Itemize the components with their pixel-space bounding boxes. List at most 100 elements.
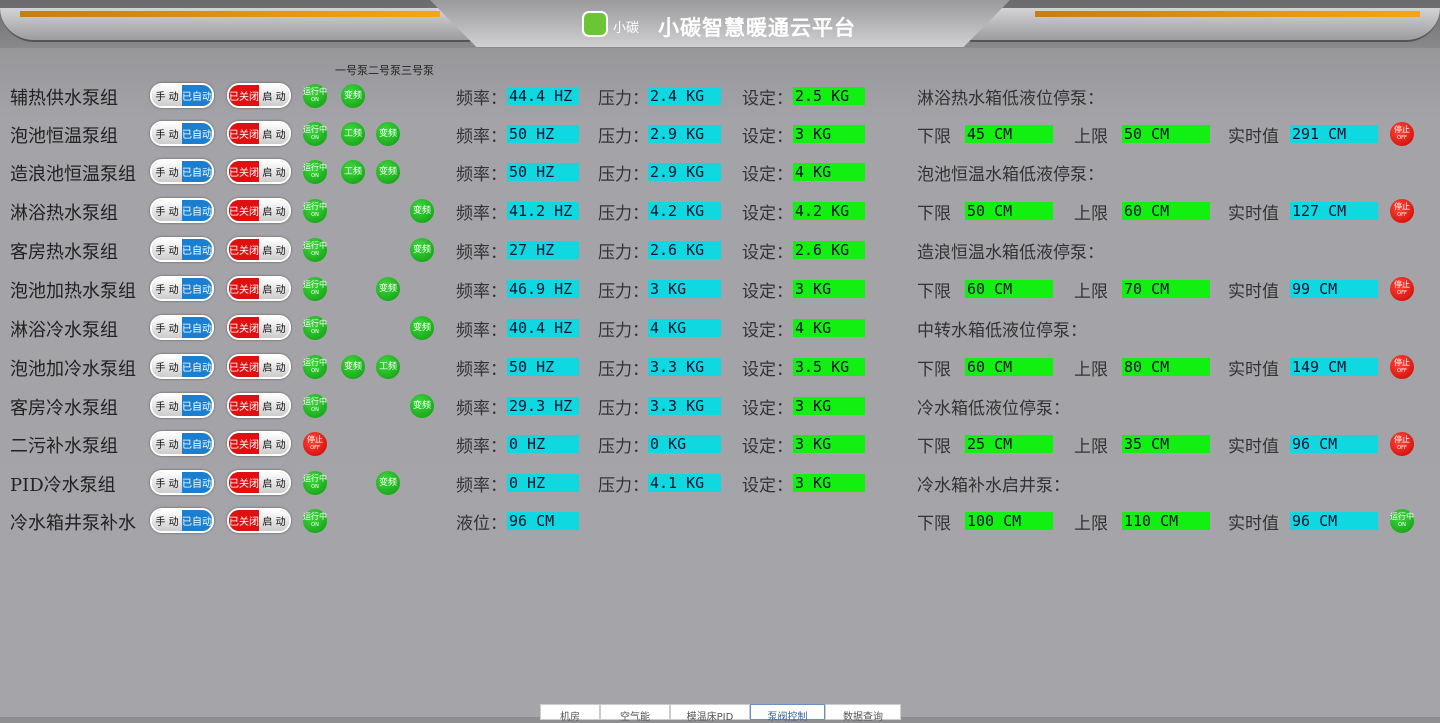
setpoint-label: 设定： xyxy=(742,476,793,496)
start-switch[interactable]: 已关闭启 动 xyxy=(227,470,291,495)
upper-limit-value[interactable]: 35 CM xyxy=(1122,435,1210,453)
setpoint-value[interactable]: 3 KG xyxy=(793,474,865,492)
start-switch[interactable]: 已关闭启 动 xyxy=(227,276,291,301)
pump-group-row: 泡池加热水泵组 手 动已自动 已关闭启 动 运行中 ON 变频 频率： 46.9 H… xyxy=(0,274,1440,304)
freq-label: 频率： xyxy=(456,282,507,302)
mode-switch[interactable]: 手 动已自动 xyxy=(150,315,214,340)
tab-4[interactable]: 数据查询 xyxy=(825,704,901,723)
upper-limit-value[interactable]: 50 CM xyxy=(1122,125,1210,143)
level-label: 液位： xyxy=(456,514,507,534)
lower-label: 下限 xyxy=(917,204,951,224)
running-indicator: 运行中 ON xyxy=(303,316,327,340)
pump-group-name: PID冷水泵组 xyxy=(10,475,116,496)
pump-mode-indicator: 变频 xyxy=(410,316,434,340)
setpoint-value[interactable]: 3 KG xyxy=(793,397,865,415)
pressure-label: 压力： xyxy=(598,243,649,263)
freq-value: 40.4 HZ xyxy=(507,319,579,337)
running-indicator: 运行中 ON xyxy=(303,355,327,379)
mode-switch[interactable]: 手 动已自动 xyxy=(150,276,214,301)
freq-value: 41.2 HZ xyxy=(507,202,579,220)
setpoint-value[interactable]: 4 KG xyxy=(793,319,865,337)
start-switch[interactable]: 已关闭启 动 xyxy=(227,121,291,146)
pressure-value: 3.3 KG xyxy=(648,358,721,376)
lower-limit-value[interactable]: 100 CM xyxy=(965,512,1053,530)
mode-switch[interactable]: 手 动已自动 xyxy=(150,237,214,262)
mode-switch[interactable]: 手 动已自动 xyxy=(150,354,214,379)
upper-label: 上限 xyxy=(1074,127,1108,147)
setpoint-label: 设定： xyxy=(742,321,793,341)
start-switch[interactable]: 已关闭启 动 xyxy=(227,83,291,108)
realtime-label: 实时值 xyxy=(1228,282,1279,302)
pump-mode-indicator: 变频 xyxy=(341,355,365,379)
logo-icon xyxy=(582,11,608,37)
mode-switch[interactable]: 手 动已自动 xyxy=(150,83,214,108)
stopped-indicator: 停止 OFF xyxy=(1390,122,1414,146)
realtime-value: 127 CM xyxy=(1290,202,1378,220)
setpoint-value[interactable]: 2.5 KG xyxy=(793,87,865,105)
mode-switch[interactable]: 手 动已自动 xyxy=(150,198,214,223)
tab-1[interactable]: 空气能 xyxy=(600,704,670,723)
setpoint-value[interactable]: 3 KG xyxy=(793,125,865,143)
setpoint-value[interactable]: 4 KG xyxy=(793,163,865,181)
upper-label: 上限 xyxy=(1074,360,1108,380)
lower-limit-value[interactable]: 60 CM xyxy=(965,280,1053,298)
tab-3[interactable]: 泵阀控制 xyxy=(750,704,825,723)
mode-switch[interactable]: 手 动已自动 xyxy=(150,159,214,184)
start-switch[interactable]: 已关闭启 动 xyxy=(227,315,291,340)
mode-switch[interactable]: 手 动已自动 xyxy=(150,508,214,533)
level-value: 96 CM xyxy=(507,512,579,530)
pump-group-row: PID冷水泵组 手 动已自动 已关闭启 动 运行中 ON 变频 频率： 0 HZ 压… xyxy=(0,468,1440,498)
stopped-indicator: 停止 OFF xyxy=(1390,432,1414,456)
start-switch[interactable]: 已关闭启 动 xyxy=(227,354,291,379)
bottom-tabs: 机房 空气能 模温床PID 泵阀控制 数据查询 xyxy=(540,704,901,723)
freq-label: 频率： xyxy=(456,89,507,109)
realtime-label: 实时值 xyxy=(1228,514,1279,534)
tab-0[interactable]: 机房 xyxy=(540,704,600,723)
setpoint-value[interactable]: 3 KG xyxy=(793,435,865,453)
tank-title: 造浪恒温水箱低液停泵： xyxy=(917,243,1104,263)
upper-label: 上限 xyxy=(1074,437,1108,457)
setpoint-label: 设定： xyxy=(742,437,793,457)
mode-switch[interactable]: 手 动已自动 xyxy=(150,431,214,456)
upper-limit-value[interactable]: 110 CM xyxy=(1122,512,1210,530)
mode-switch[interactable]: 手 动已自动 xyxy=(150,470,214,495)
lower-limit-value[interactable]: 25 CM xyxy=(965,435,1053,453)
setpoint-label: 设定： xyxy=(742,165,793,185)
setpoint-value[interactable]: 3.5 KG xyxy=(793,358,865,376)
tank-title: 淋浴热水箱低液位停泵： xyxy=(917,89,1104,109)
setpoint-value[interactable]: 4.2 KG xyxy=(793,202,865,220)
start-switch[interactable]: 已关闭启 动 xyxy=(227,393,291,418)
pump-mode-indicator: 工频 xyxy=(341,122,365,146)
lower-label: 下限 xyxy=(917,437,951,457)
start-switch[interactable]: 已关闭启 动 xyxy=(227,508,291,533)
upper-limit-value[interactable]: 70 CM xyxy=(1122,280,1210,298)
freq-value: 29.3 HZ xyxy=(507,397,579,415)
pressure-value: 2.4 KG xyxy=(648,87,721,105)
pump-mode-indicator: 变频 xyxy=(410,394,434,418)
upper-limit-value[interactable]: 60 CM xyxy=(1122,202,1210,220)
start-switch[interactable]: 已关闭启 动 xyxy=(227,237,291,262)
pump-mode-indicator: 变频 xyxy=(376,122,400,146)
upper-limit-value[interactable]: 80 CM xyxy=(1122,358,1210,376)
lower-label: 下限 xyxy=(917,127,951,147)
freq-value: 50 HZ xyxy=(507,358,579,376)
lower-limit-value[interactable]: 60 CM xyxy=(965,358,1053,376)
pump-group-row: 客房冷水泵组 手 动已自动 已关闭启 动 运行中 ON 变频 频率： 29.3 HZ… xyxy=(0,391,1440,421)
start-switch[interactable]: 已关闭启 动 xyxy=(227,431,291,456)
stopped-indicator: 停止 OFF xyxy=(1390,355,1414,379)
running-indicator: 运行中 ON xyxy=(303,84,327,108)
setpoint-value[interactable]: 2.6 KG xyxy=(793,241,865,259)
tab-2[interactable]: 模温床PID xyxy=(670,704,750,723)
realtime-value: 99 CM xyxy=(1290,280,1378,298)
start-switch[interactable]: 已关闭启 动 xyxy=(227,198,291,223)
pump-group-row: 淋浴冷水泵组 手 动已自动 已关闭启 动 运行中 ON 变频 频率： 40.4 HZ… xyxy=(0,313,1440,343)
tank-title: 泡池恒温水箱低液停泵： xyxy=(917,165,1104,185)
stopped-indicator: 停止 OFF xyxy=(303,432,327,456)
mode-switch[interactable]: 手 动已自动 xyxy=(150,393,214,418)
lower-limit-value[interactable]: 50 CM xyxy=(965,202,1053,220)
lower-limit-value[interactable]: 45 CM xyxy=(965,125,1053,143)
mode-switch[interactable]: 手 动已自动 xyxy=(150,121,214,146)
logo-text: 小碳 xyxy=(613,21,640,36)
start-switch[interactable]: 已关闭启 动 xyxy=(227,159,291,184)
setpoint-value[interactable]: 3 KG xyxy=(793,280,865,298)
